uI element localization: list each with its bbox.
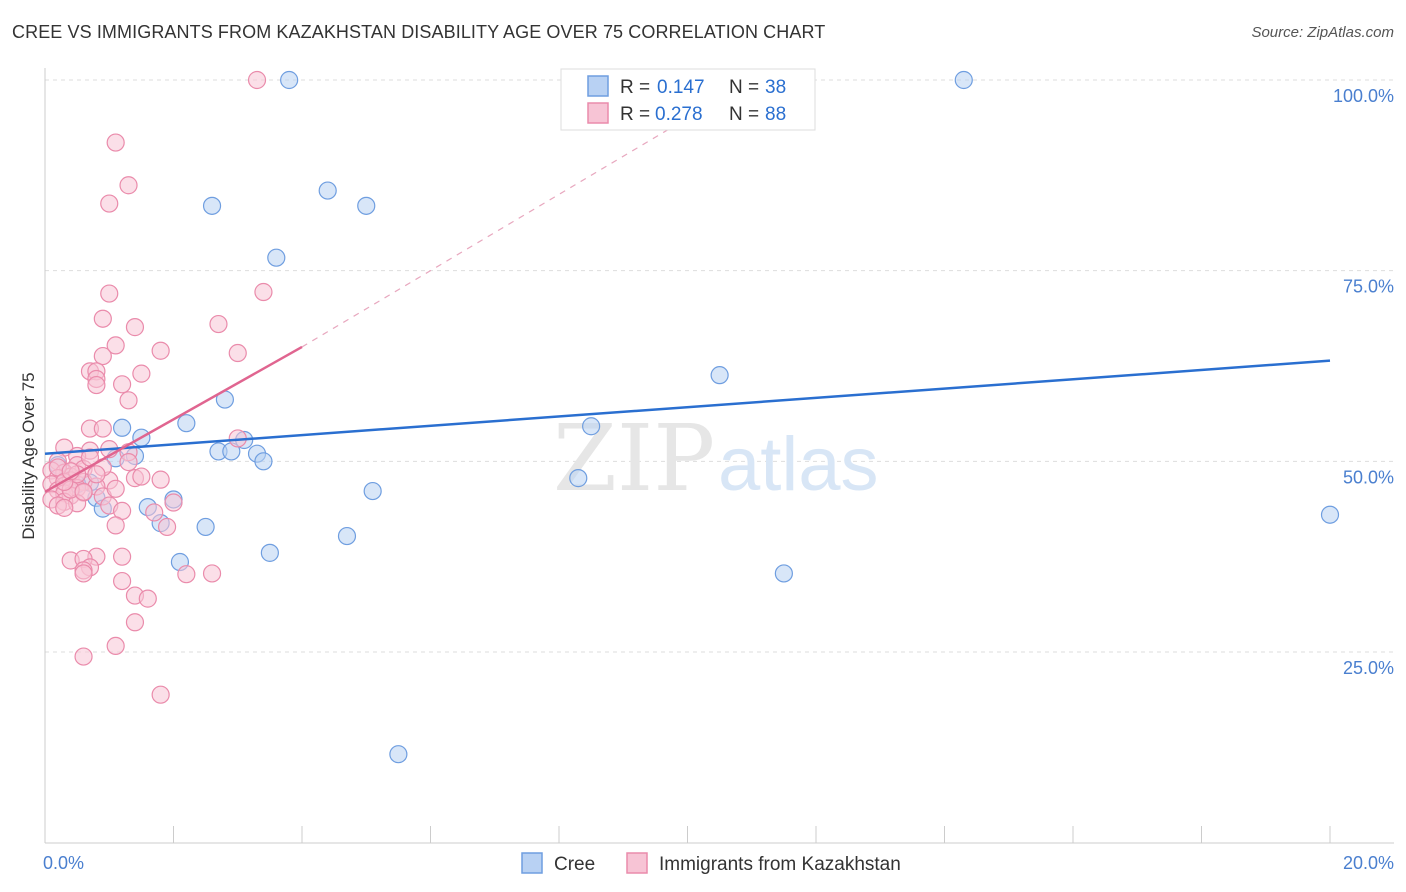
bottom-legend-label-kazakhstan: Immigrants from Kazakhstan	[659, 854, 901, 875]
series-kazakhstan	[42, 70, 273, 704]
point-cree-10	[112, 418, 132, 437]
x-tick-label-max: 20.0%	[1343, 853, 1394, 873]
point-kazakhstan-8	[125, 318, 145, 337]
point-kazakhstan-54	[164, 493, 183, 512]
point-kazakhstan-12	[93, 346, 112, 366]
x-tick-label-min: 0.0%	[43, 853, 84, 873]
point-kazakhstan-60	[106, 516, 125, 535]
watermark-zip: ZIP	[553, 405, 715, 512]
trend-lines	[44, 117, 1331, 493]
watermark: ZIP atlas	[553, 405, 879, 512]
source-label: Source: ZipAtlas.com	[1251, 24, 1394, 41]
point-kazakhstan-75	[74, 647, 93, 666]
point-kazakhstan-84	[74, 482, 93, 501]
legend-swatch-kazakhstan	[587, 102, 609, 124]
legend-swatch-cree	[587, 75, 609, 97]
point-kazakhstan-9	[106, 336, 125, 355]
point-kazakhstan-15	[132, 364, 151, 383]
bottom-legend: Cree Immigrants from Kazakhstan	[521, 852, 901, 875]
point-kazakhstan-74	[106, 636, 125, 655]
y-tick-label-100: 100.0%	[1333, 86, 1394, 106]
x-ticks	[44, 826, 1331, 843]
point-kazakhstan-4	[100, 284, 119, 303]
point-kazakhstan-67	[74, 564, 93, 583]
point-cree-36	[389, 745, 408, 764]
legend-n-value-cree: 38	[765, 77, 786, 98]
chart-title: CREE VS IMMIGRANTS FROM KAZAKHSTAN DISAB…	[12, 22, 826, 42]
legend: R = 0.147 N = 38 R = 0.278 N = 88	[560, 68, 816, 131]
point-kazakhstan-68	[177, 565, 196, 584]
trend-line-kazakhstan-extension	[301, 117, 688, 348]
point-kazakhstan-70	[112, 571, 132, 591]
point-kazakhstan-59	[157, 517, 177, 537]
point-kazakhstan-6	[93, 309, 112, 328]
point-cree-5	[267, 248, 286, 267]
trend-line-cree	[44, 359, 1331, 455]
point-cree-24	[363, 481, 382, 501]
point-kazakhstan-11	[228, 343, 247, 363]
point-kazakhstan-18	[112, 375, 132, 394]
point-kazakhstan-3	[100, 194, 119, 213]
bottom-legend-label-cree: Cree	[554, 854, 595, 875]
legend-n-label-cree: N =	[729, 77, 759, 98]
gridlines	[45, 79, 1394, 653]
point-cree-0	[280, 70, 299, 90]
legend-r-value-kazakhstan: 0.278	[655, 104, 703, 125]
y-tick-label-50: 50.0%	[1343, 467, 1394, 487]
point-cree-32	[337, 526, 357, 546]
x-tick-labels: 0.0% 20.0%	[43, 853, 1394, 873]
point-kazakhstan-2	[119, 176, 138, 195]
point-kazakhstan-85	[106, 479, 125, 498]
y-tick-label-75: 75.0%	[1343, 277, 1394, 297]
point-cree-6	[710, 366, 729, 385]
point-kazakhstan-61	[112, 547, 132, 566]
legend-n-value-kazakhstan: 88	[765, 104, 786, 125]
point-kazakhstan-87	[87, 465, 106, 484]
point-kazakhstan-72	[138, 589, 157, 608]
point-cree-3	[202, 196, 222, 215]
y-tick-label-25: 25.0%	[1343, 658, 1394, 678]
point-cree-1	[954, 70, 973, 90]
point-kazakhstan-76	[151, 685, 170, 704]
point-kazakhstan-56	[55, 498, 74, 517]
point-cree-8	[177, 414, 196, 433]
point-kazakhstan-21	[93, 419, 112, 438]
point-kazakhstan-19	[119, 391, 138, 410]
legend-n-label-kazakhstan: N =	[729, 104, 759, 125]
watermark-atlas: atlas	[718, 422, 879, 507]
point-cree-33	[260, 543, 279, 562]
point-cree-4	[357, 196, 376, 215]
point-kazakhstan-40	[151, 470, 170, 489]
bottom-legend-swatch-kazakhstan	[626, 852, 648, 874]
point-cree-18	[254, 452, 273, 471]
point-cree-35	[774, 564, 793, 583]
point-kazakhstan-10	[151, 341, 170, 360]
legend-r-label-cree: R =	[620, 77, 650, 98]
point-cree-9	[582, 417, 601, 436]
point-kazakhstan-58	[145, 503, 164, 522]
point-kazakhstan-7	[209, 314, 228, 334]
axes	[44, 68, 1394, 844]
point-cree-30	[196, 517, 215, 537]
point-kazakhstan-28	[119, 452, 138, 472]
point-kazakhstan-5	[254, 282, 273, 302]
point-kazakhstan-1	[106, 133, 125, 152]
trend-line-kazakhstan	[44, 345, 303, 493]
point-kazakhstan-0	[247, 70, 267, 90]
legend-r-value-cree: 0.147	[657, 77, 705, 98]
bottom-legend-swatch-cree	[521, 852, 543, 874]
point-kazakhstan-81	[132, 467, 151, 486]
legend-r-label-kazakhstan: R =	[620, 104, 650, 125]
y-axis-label: Disability Age Over 75	[19, 372, 38, 539]
point-cree-21	[569, 469, 588, 488]
point-cree-31	[1320, 505, 1340, 524]
point-kazakhstan-17	[87, 375, 106, 395]
point-kazakhstan-69	[202, 564, 222, 583]
point-cree-2	[318, 181, 337, 200]
y-tick-labels: 25.0% 50.0% 75.0% 100.0%	[1333, 86, 1394, 678]
point-kazakhstan-73	[125, 613, 145, 632]
